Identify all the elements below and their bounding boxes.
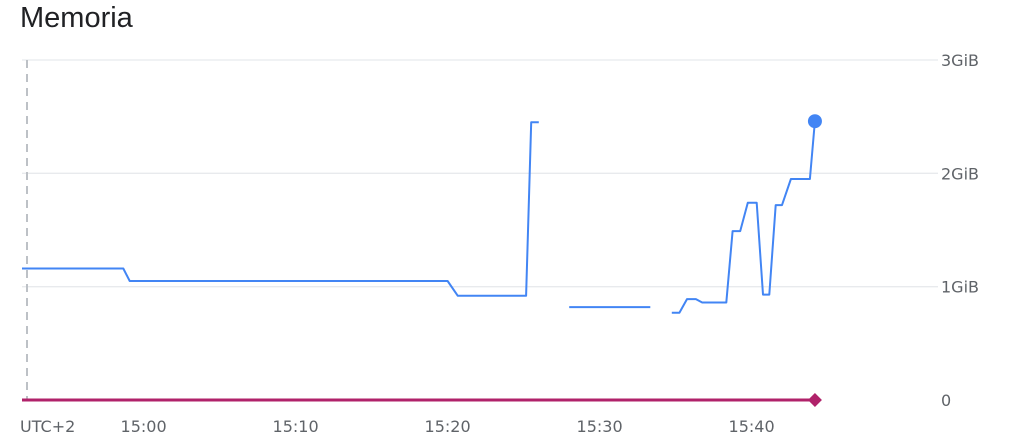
x-tick-label: 15:10 (273, 417, 319, 436)
memory-series-line (671, 121, 816, 314)
y-tick-label: 3GiB (941, 51, 979, 70)
baseline-latest-point[interactable] (807, 393, 822, 407)
chart-title: Memoria (20, 2, 133, 34)
x-tick-label: 15:30 (577, 417, 623, 436)
timezone-label: UTC+2 (20, 417, 75, 436)
y-tick-label: 0 (941, 391, 951, 410)
y-tick-label: 2GiB (941, 164, 979, 183)
memory-latest-point[interactable] (807, 114, 822, 129)
memory-series-line (22, 121, 539, 297)
x-tick-label: 15:40 (729, 417, 775, 436)
x-tick-label: 15:20 (425, 417, 471, 436)
y-tick-label: 1GiB (941, 278, 979, 297)
x-tick-label: 15:00 (121, 417, 167, 436)
